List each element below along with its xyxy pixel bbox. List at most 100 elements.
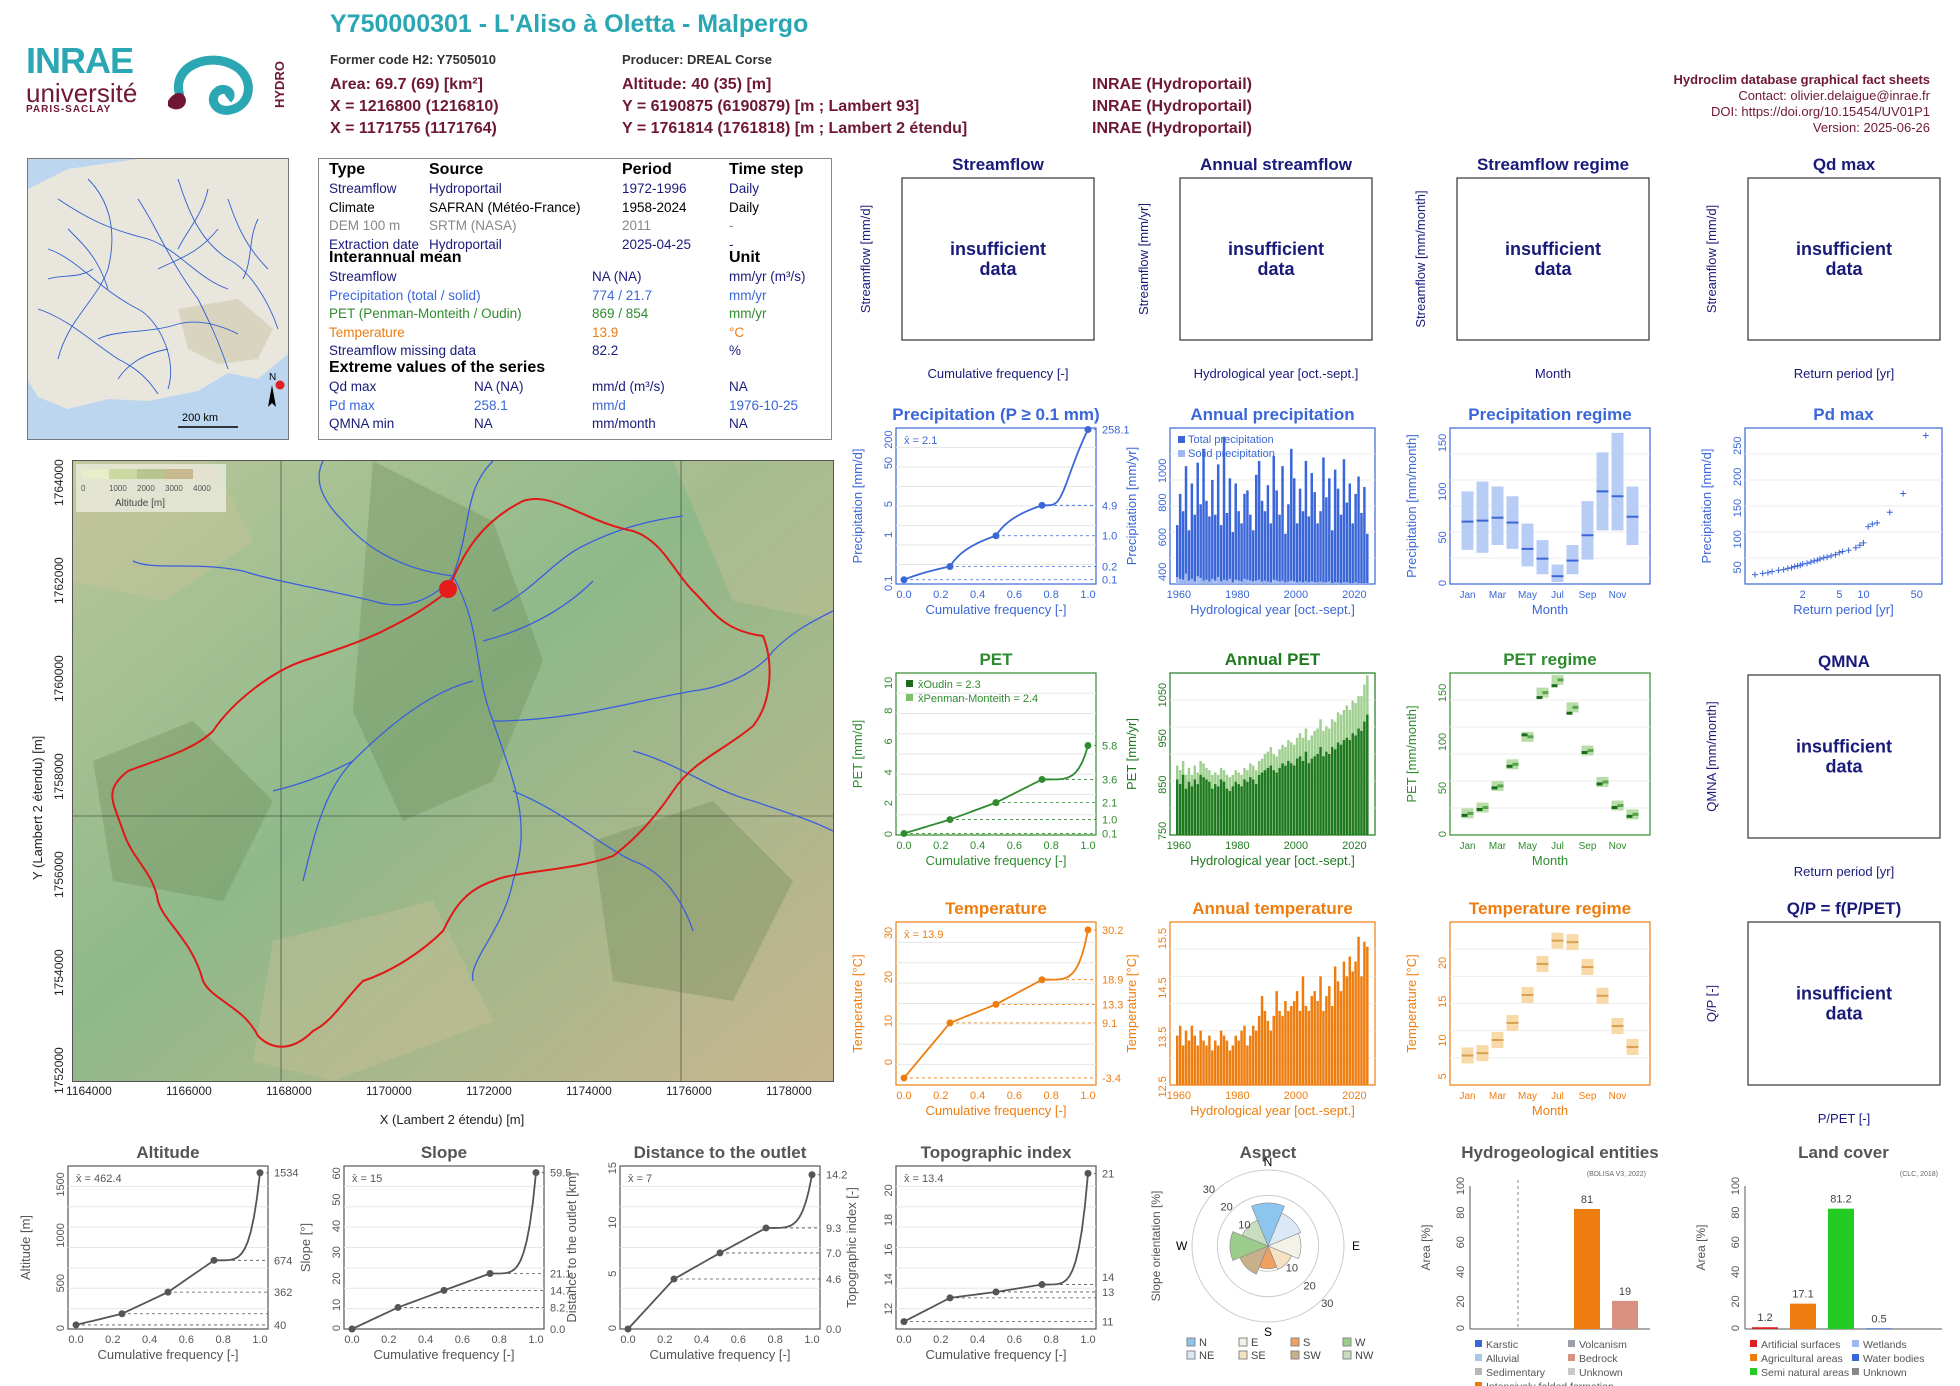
distance-xtick: 0.0	[620, 1334, 635, 1346]
annual_precip-bar	[1216, 464, 1220, 584]
annual_precip-bar-solid	[1263, 580, 1267, 584]
annual_precip-bar	[1339, 514, 1343, 584]
pd-max-point	[1752, 571, 1758, 578]
precip_regime-xtick: Jul	[1551, 590, 1564, 601]
map-legend-tick: 4000	[193, 484, 211, 493]
annual_temp-ytick: 12.5	[1157, 1076, 1169, 1097]
annual_temp-bar	[1243, 1025, 1246, 1085]
streamflow_regime-xlabel: Month	[1535, 366, 1571, 381]
info-cell-0-1: Hydroportail	[429, 181, 502, 196]
annual_temp-bar	[1199, 1030, 1202, 1085]
map-legend-tick: 0	[81, 484, 86, 493]
pd-max-point	[1869, 521, 1876, 528]
annual_precip-bar	[1205, 500, 1208, 584]
precip_cdf-xtick: 0.8	[1044, 589, 1059, 601]
annual_temp-bar	[1284, 1001, 1287, 1085]
annual_precip-bar	[1310, 473, 1314, 584]
slope-ytick: 20	[331, 1272, 343, 1284]
annual_precip-legend-swatch	[1178, 436, 1185, 443]
annual_precip-bar	[1345, 502, 1349, 584]
annual_precip-bar	[1225, 512, 1229, 584]
map-xtick: 1168000	[266, 1084, 312, 1098]
landcover-legend-label: Semi natural areas	[1761, 1367, 1849, 1379]
aspect-ring-label: 10	[1286, 1263, 1298, 1275]
annual_precip-bar-solid	[1260, 581, 1264, 584]
annual_pet-bar	[1249, 777, 1252, 835]
annual_temp-bar	[1234, 1035, 1237, 1085]
map-xtick: 1166000	[166, 1084, 212, 1098]
annual_pet-bar	[1243, 779, 1246, 835]
annual_precip-bar	[1313, 492, 1316, 584]
annual_temp-bar	[1228, 1050, 1232, 1085]
altitude-xtick: 0.4	[142, 1334, 157, 1346]
slope-ylabel: Slope [°]	[298, 1223, 313, 1272]
info-header-source: Source	[429, 161, 484, 178]
info-header-mean: Interannual mean	[329, 249, 462, 266]
north-arrow-icon	[268, 385, 276, 407]
annual_precip-legend-swatch	[1178, 450, 1185, 457]
slope-mean: x̄ = 15	[352, 1173, 382, 1185]
aspect-slice	[1229, 1231, 1269, 1261]
pd-max-point	[1845, 547, 1852, 554]
pd-max-point	[1886, 509, 1893, 516]
temp_cdf-title: Temperature	[945, 899, 1047, 918]
precip_regime-xtick: Sep	[1579, 590, 1597, 601]
aspect-legend-swatch	[1342, 1337, 1352, 1347]
map-xlabel: X (Lambert 2 étendu) [m]	[379, 1112, 525, 1127]
annual_temp-bar	[1208, 1035, 1211, 1085]
annual_precip-bar	[1351, 523, 1354, 584]
precip_regime-ytick: 100	[1437, 483, 1449, 501]
annual_precip-bar	[1298, 488, 1302, 584]
precip_cdf-right-label: 258.1	[1102, 425, 1130, 437]
pet_regime-ytick: 150	[1437, 684, 1449, 702]
slope-right-label: 8.2	[550, 1302, 565, 1314]
annual_precip-bar-solid	[1348, 583, 1352, 584]
annual_precip-bar-solid	[1292, 581, 1296, 584]
hydrogeo-bar	[1574, 1208, 1600, 1329]
aspect-legend-swatch	[1186, 1350, 1196, 1360]
info-header-step: Time step	[729, 161, 804, 178]
annual_temp-bar	[1290, 1005, 1293, 1085]
altitude-xtick: 0.2	[105, 1334, 120, 1346]
slope-xtick: 0.0	[344, 1334, 359, 1346]
pet_cdf-ytick: 0	[883, 831, 895, 837]
annual_temp-bar	[1295, 991, 1299, 1085]
altitude-xtick: 0.6	[179, 1334, 194, 1346]
annual_pet-xtick: 1960	[1167, 840, 1191, 852]
temp_cdf-ytick: 10	[883, 1015, 895, 1027]
pet_cdf-xtick: 0.4	[970, 840, 985, 852]
annual_pet-bar	[1193, 779, 1197, 835]
precip_cdf-ylabel: Precipitation [mm/d]	[850, 449, 865, 564]
annual_temp-bar	[1287, 1010, 1290, 1085]
annual_temp-bar	[1345, 976, 1349, 1085]
extreme-cell-0-0: Qd max	[329, 379, 377, 394]
pd-max-point	[1807, 559, 1814, 566]
info-cell-1-3: Daily	[729, 199, 760, 215]
pd-max-point	[1794, 562, 1801, 569]
source-1: INRAE (Hydroportail)	[1092, 76, 1252, 93]
slope-xtick: 0.4	[418, 1334, 433, 1346]
annual_pet-bar	[1254, 784, 1258, 835]
annual_precip-bar	[1325, 497, 1328, 584]
annual_precip-bar	[1322, 457, 1325, 584]
annual_pet-bar	[1301, 760, 1305, 835]
pd-max-point	[1784, 565, 1791, 572]
pet-legend-label: x̄Oudin = 2.3	[918, 679, 981, 691]
topo-ylabel: Topographic index [-]	[844, 1187, 859, 1308]
precip_cdf-ytick: 1	[883, 532, 895, 538]
streamflow-frame	[901, 177, 1095, 341]
aspect-compass-e: E	[1352, 1239, 1360, 1253]
station-marker	[275, 380, 285, 390]
annual_precip-bar-solid	[1196, 576, 1199, 584]
annual_pet-bar	[1333, 749, 1337, 835]
annual_temp-bar	[1325, 996, 1328, 1085]
annual_streamflow-title: Annual streamflow	[1200, 155, 1353, 174]
precip_regime-box	[1611, 432, 1624, 531]
landcover-legend-label: Artificial surfaces	[1761, 1339, 1840, 1351]
slope-xtick: 0.6	[455, 1334, 470, 1346]
annual_precip-bar-solid	[1339, 583, 1343, 584]
topo-xtick: 0.8	[1044, 1334, 1059, 1346]
annual_precip-bar	[1307, 516, 1311, 584]
precip_cdf-ytick: 50	[883, 457, 895, 469]
